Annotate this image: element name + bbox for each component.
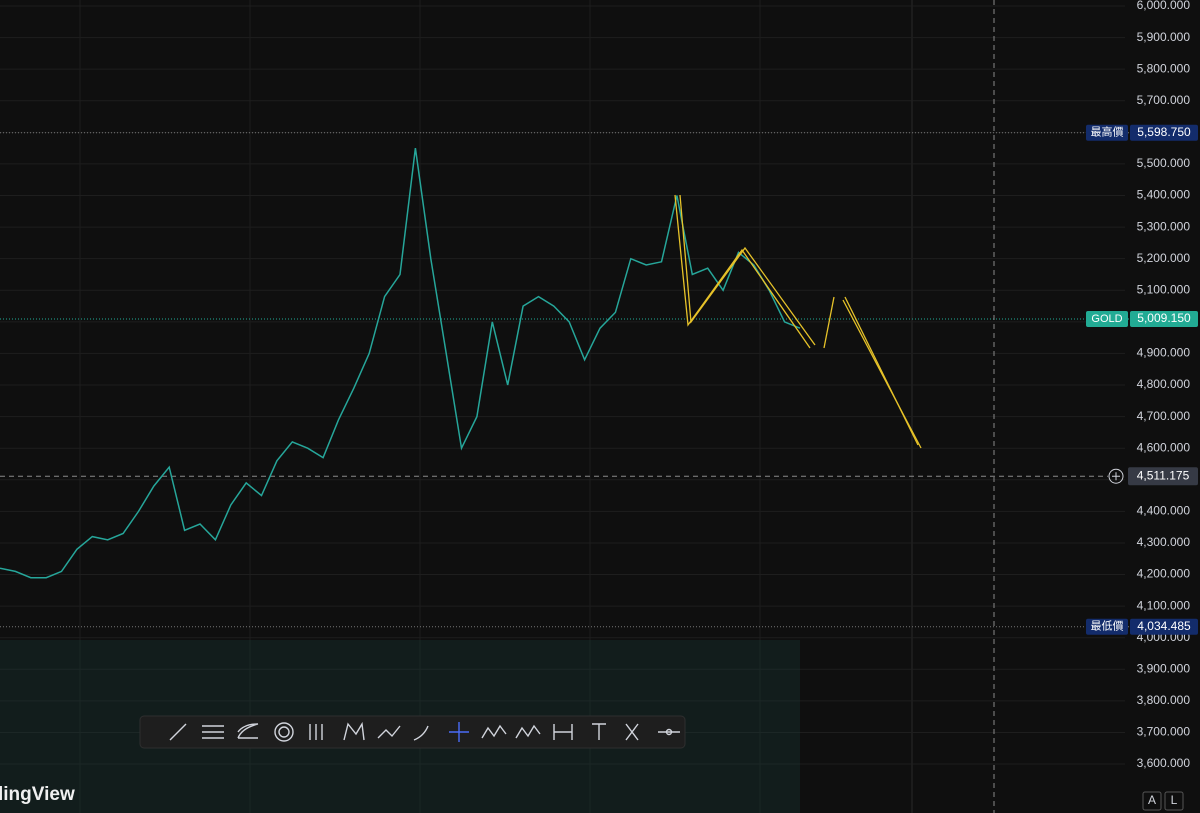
grid <box>0 5 1200 765</box>
price-value: 5,009.150 <box>1137 311 1191 325</box>
price-value: 5,598.750 <box>1137 125 1191 139</box>
y-tick-label: 4,700.000 <box>1137 409 1191 423</box>
y-tick-label: 4,300.000 <box>1137 535 1191 549</box>
y-tick-label: 6,000.000 <box>1137 0 1191 12</box>
y-tick-label: 3,800.000 <box>1137 693 1191 707</box>
crosshair-box <box>1128 467 1198 486</box>
price-name: GOLD <box>1091 313 1122 325</box>
price-value-box <box>1130 310 1198 327</box>
price-name: 最高價 <box>1091 125 1124 139</box>
auto-button[interactable]: A <box>1148 793 1156 807</box>
price-name-box <box>1086 618 1128 635</box>
price-scale: 3,600.0003,700.0003,800.0003,900.0004,00… <box>1086 0 1198 770</box>
y-tick-label: 4,400.000 <box>1137 504 1191 518</box>
drawing-toolbar <box>139 715 686 749</box>
add-alert-button[interactable] <box>1108 468 1124 484</box>
y-tick-label: 3,900.000 <box>1137 661 1191 675</box>
log-button[interactable]: L <box>1171 793 1178 807</box>
y-tick-label: 5,800.000 <box>1137 61 1191 75</box>
price-value-box <box>1130 618 1198 635</box>
add-alert-icon <box>1112 472 1120 481</box>
price-name-box <box>1086 310 1128 327</box>
scale-buttons[interactable]: A L <box>1142 791 1184 811</box>
tool-icons[interactable] <box>169 721 680 742</box>
y-tick-label: 5,700.000 <box>1137 93 1191 107</box>
crosshair-label: 4,511.175 <box>1137 468 1190 482</box>
y-tick-label: 5,200.000 <box>1137 251 1191 265</box>
plot <box>0 147 801 579</box>
price-name: 最低價 <box>1091 619 1124 633</box>
y-tick-label: 3,600.000 <box>1137 756 1191 770</box>
y-tick-label: 5,900.000 <box>1137 30 1191 44</box>
y-tick-label: 4,800.000 <box>1137 377 1191 391</box>
watermark: lingView <box>0 784 75 805</box>
price-line <box>0 147 801 579</box>
y-tick-label: 4,600.000 <box>1137 440 1191 454</box>
price-name-box <box>1086 124 1128 141</box>
vertical-grid <box>79 0 913 813</box>
y-tick-label: 5,500.000 <box>1137 156 1191 170</box>
drawings <box>674 194 922 449</box>
price-value-box <box>1130 124 1198 141</box>
y-tick-label: 5,100.000 <box>1137 282 1191 296</box>
y-tick-label: 5,300.000 <box>1137 219 1191 233</box>
y-tick-label: 3,700.000 <box>1137 725 1191 739</box>
y-tick-label: 4,900.000 <box>1137 346 1191 360</box>
y-tick-label: 4,100.000 <box>1137 598 1191 612</box>
y-tick-label: 4,200.000 <box>1137 567 1191 581</box>
price-value: 4,034.485 <box>1137 619 1191 633</box>
y-tick-label: 5,400.000 <box>1137 188 1191 202</box>
